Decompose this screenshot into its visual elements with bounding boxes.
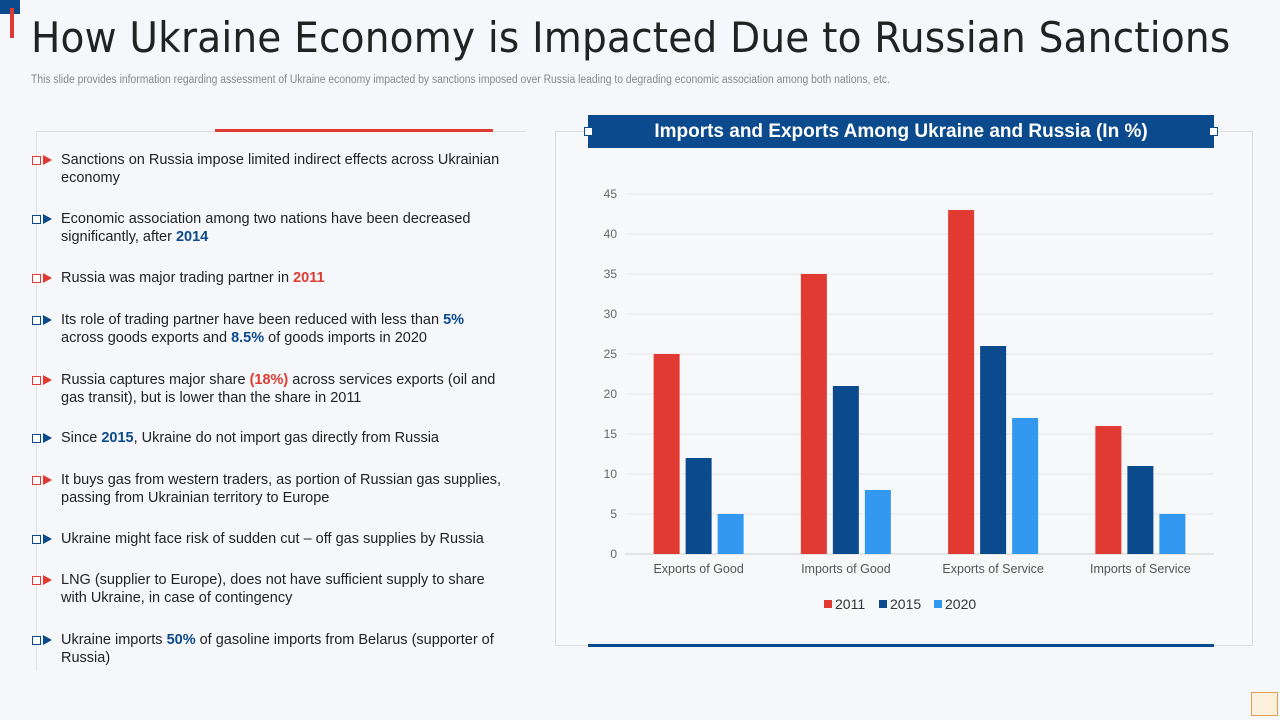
- page-subtitle: This slide provides information regardin…: [31, 74, 890, 86]
- bullet-arrow-icon: [32, 635, 54, 647]
- y-tick-label: 30: [604, 307, 618, 321]
- bullet-text-part: Its role of trading partner have been re…: [61, 312, 444, 328]
- highlight-text: 2011: [293, 270, 325, 286]
- bullet-text: Russia captures major share (18%) across…: [61, 371, 502, 407]
- bullet-arrow-icon: [32, 575, 54, 587]
- bullet-item: Russia captures major share (18%) across…: [32, 371, 502, 407]
- corner-box: [1251, 692, 1278, 716]
- highlight-text: 8.5%: [231, 330, 265, 346]
- bullet-text-part: It buys gas from western traders, as por…: [61, 472, 502, 506]
- y-tick-label: 45: [604, 187, 618, 201]
- bullet-item: Ukraine might face risk of sudden cut – …: [32, 530, 502, 548]
- page-title: How Ukraine Economy is Impacted Due to R…: [31, 13, 1231, 62]
- bullet-text-part: Economic association among two nations h…: [61, 211, 471, 245]
- bullet-text-part: Russia captures major share: [61, 372, 250, 388]
- legend-swatch: [934, 600, 942, 608]
- chart-header-left-dot: [584, 127, 593, 136]
- bullet-item: Russia was major trading partner in 2011: [32, 269, 502, 287]
- y-tick-label: 10: [604, 467, 618, 481]
- bullet-arrow-icon: [32, 214, 54, 226]
- bullet-text: Its role of trading partner have been re…: [61, 311, 502, 347]
- bullet-text: Ukraine might face risk of sudden cut – …: [61, 530, 502, 548]
- bar: [980, 346, 1007, 554]
- y-tick-label: 35: [604, 267, 618, 281]
- x-category-label: Exports of Service: [942, 562, 1043, 576]
- bullet-item: Ukraine imports 50% of gasoline imports …: [32, 631, 502, 667]
- bullet-text: Ukraine imports 50% of gasoline imports …: [61, 631, 502, 667]
- bullet-text-part: Ukraine imports: [61, 632, 167, 648]
- x-category-label: Imports of Good: [801, 562, 891, 576]
- bullet-text-part: , Ukraine do not import gas directly fro…: [133, 430, 439, 446]
- bar-chart: 0 5 10 15 20 25 30 35 40 45 Exports of Good Imports…: [604, 187, 1214, 612]
- chart-title: Imports and Exports Among Ukraine and Ru…: [588, 115, 1214, 148]
- bullet-arrow-icon: [32, 273, 54, 285]
- corner-accent-blue: [0, 0, 20, 14]
- bar: [1159, 514, 1186, 554]
- bullet-text-part: Russia was major trading partner in: [61, 270, 294, 286]
- corner-accent-red: [10, 8, 14, 38]
- y-tick-label: 15: [604, 427, 618, 441]
- bullet-text-part: Since: [61, 430, 102, 446]
- bullet-arrow-icon: [32, 155, 54, 167]
- legend-label: 2015: [890, 596, 921, 612]
- y-tick-label: 5: [610, 507, 617, 521]
- bullet-text: LNG (supplier to Europe), does not have …: [61, 571, 502, 607]
- bullet-text-part: LNG (supplier to Europe), does not have …: [61, 572, 485, 606]
- bullet-text-part: of gasoline imports from Belarus (suppor…: [61, 632, 494, 666]
- chart-bottom-line: [588, 644, 1214, 647]
- x-category-label: Exports of Good: [653, 562, 743, 576]
- chart-header-right-dot: [1209, 127, 1218, 136]
- highlight-text: 50%: [166, 632, 196, 648]
- bullet-item: Economic association among two nations h…: [32, 210, 502, 246]
- bullet-text-part: of goods imports in 2020: [264, 330, 427, 346]
- bullet-item: Its role of trading partner have been re…: [32, 311, 502, 347]
- highlight-text: 2015: [101, 430, 134, 446]
- x-category-label: Imports of Service: [1090, 562, 1191, 576]
- bullet-item: Sanctions on Russia impose limited indir…: [32, 151, 502, 187]
- y-tick-label: 40: [604, 227, 618, 241]
- bullet-text-part: Sanctions on Russia impose limited indir…: [61, 152, 500, 186]
- bullet-text: Sanctions on Russia impose limited indir…: [61, 151, 502, 187]
- bullet-arrow-icon: [32, 534, 54, 546]
- left-panel-side-border: [36, 131, 37, 671]
- y-tick-label: 0: [610, 547, 617, 561]
- bullet-text-part: across services exports (oil and gas tra…: [61, 372, 496, 406]
- bar: [653, 354, 680, 554]
- bullet-text-part: Ukraine might face risk of sudden cut – …: [61, 531, 484, 547]
- left-panel-accent-line: [215, 129, 493, 132]
- bullet-text: It buys gas from western traders, as por…: [61, 471, 502, 507]
- bullet-item: Since 2015, Ukraine do not import gas di…: [32, 429, 502, 447]
- bullet-item: LNG (supplier to Europe), does not have …: [32, 571, 502, 607]
- bullet-arrow-icon: [32, 315, 54, 327]
- legend-label: 2011: [835, 596, 865, 612]
- bar: [832, 386, 859, 554]
- y-tick-label: 20: [604, 387, 618, 401]
- bar: [1012, 418, 1039, 554]
- bullet-arrow-icon: [32, 433, 54, 445]
- legend-swatch: [879, 600, 887, 608]
- legend-swatch: [824, 600, 832, 608]
- y-tick-label: 25: [604, 347, 618, 361]
- highlight-text: 5%: [443, 312, 465, 328]
- bar: [800, 274, 827, 554]
- bullet-text: Since 2015, Ukraine do not import gas di…: [61, 429, 502, 447]
- legend-label: 2020: [945, 596, 976, 612]
- bar: [717, 514, 744, 554]
- bar: [685, 458, 712, 554]
- highlight-text: 2014: [175, 229, 209, 245]
- bullet-text: Russia was major trading partner in 2011: [61, 269, 502, 287]
- highlight-text: (18%): [249, 372, 289, 388]
- bullet-item: It buys gas from western traders, as por…: [32, 471, 502, 507]
- bullet-arrow-icon: [32, 375, 54, 387]
- bar: [948, 210, 975, 554]
- bullet-text-part: across goods exports and: [61, 330, 232, 346]
- bar: [1127, 466, 1154, 554]
- bar: [864, 490, 891, 554]
- bar: [1095, 426, 1122, 554]
- bullet-text: Economic association among two nations h…: [61, 210, 502, 246]
- bullet-arrow-icon: [32, 475, 54, 487]
